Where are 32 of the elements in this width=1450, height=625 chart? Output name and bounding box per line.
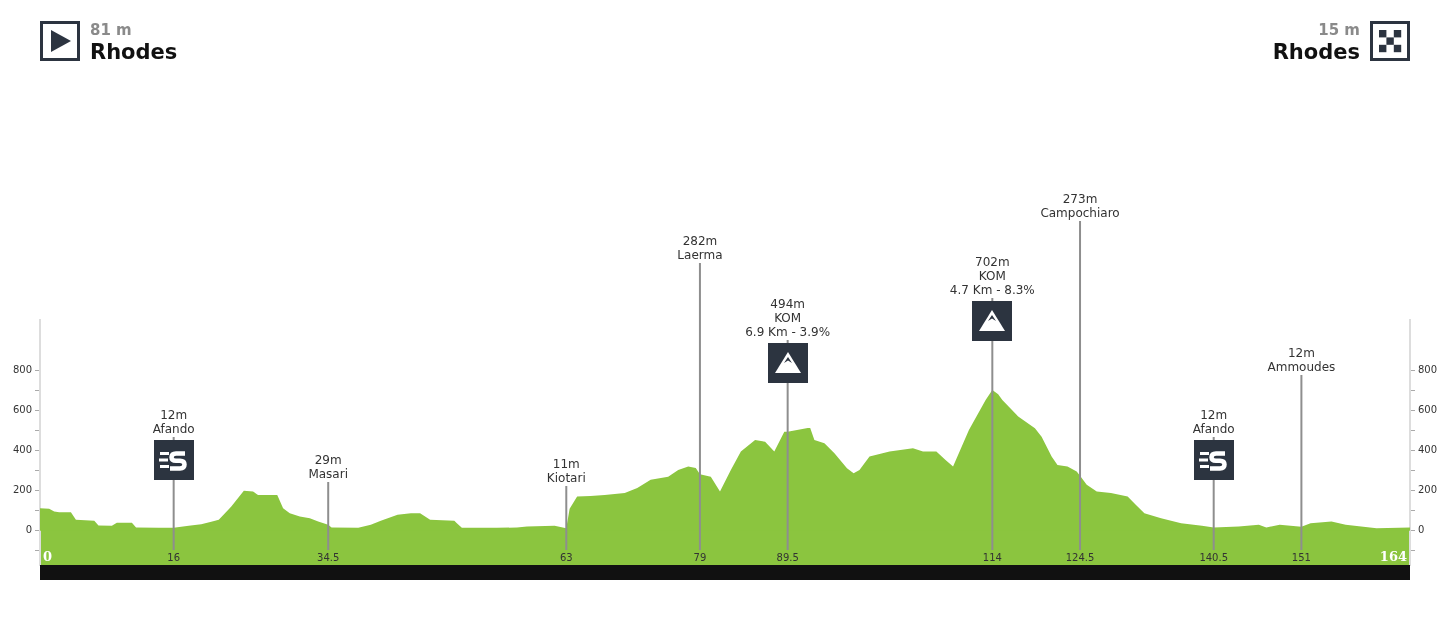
x-tick-label: 89.5 (776, 551, 799, 563)
x-tick-label: 140.5 (1199, 551, 1229, 563)
x-tick-label: 164 (1379, 549, 1407, 565)
x-tick-label: 63 (559, 551, 573, 563)
ref-line-label: 702m KOM 4.7 Km - 8.3% (949, 255, 1035, 297)
ref-line-label: 12m Afando (1192, 408, 1235, 436)
x-tick-label: 16 (167, 551, 181, 563)
ref-line-label: 11m Kiotari (546, 457, 586, 485)
ref-line-label: 12m Ammoudes (1267, 346, 1336, 374)
y-tick-label: 0 (25, 524, 32, 536)
ref-line-label: 273m Campochiaro (1040, 192, 1120, 220)
ref-line-label: 282m Laerma (677, 234, 723, 262)
y2-tick-label: 400 (1418, 444, 1438, 456)
x-tick-label: 124.5 (1065, 551, 1095, 563)
ref-line-label: 29m Masari (308, 453, 348, 481)
y2-tick-label: 600 (1418, 403, 1438, 415)
y2-tick-label: 800 (1418, 363, 1438, 375)
text: 81 m Rhodes (90, 21, 178, 64)
x-tick-label: 34.5 (317, 551, 340, 563)
y-tick-label: 400 (12, 444, 32, 456)
x-tick-label: 114 (982, 551, 1002, 563)
x-tick-label: 151 (1291, 551, 1311, 563)
y2-tick-label: 0 (1418, 524, 1425, 536)
y2-tick-label: 200 (1418, 484, 1438, 496)
ref-line-label: 12m Afando (152, 408, 195, 436)
y-tick-label: 200 (12, 484, 32, 496)
x-tick-label: 0 (43, 549, 53, 565)
ref-line-label: 494m KOM 6.9 Km - 3.9% (745, 297, 831, 339)
y-tick-label: 800 (12, 363, 32, 375)
text: 15 m Rhodes (1272, 21, 1360, 64)
x-tick-label: 79 (693, 551, 707, 563)
y-tick-label: 600 (12, 403, 32, 415)
